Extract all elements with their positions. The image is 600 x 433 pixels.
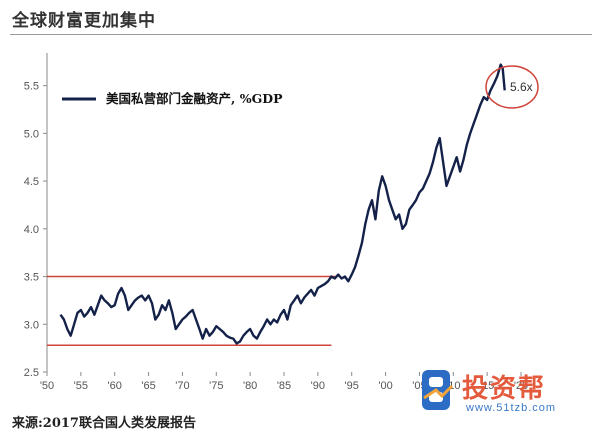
y-tick-label: 5.0 xyxy=(24,128,39,140)
annotation-layer: 5.6x xyxy=(485,65,539,109)
axis-layer: 2.5 3.0 3.5 4.0 4.5 5.0 5.5 '50 '55 '60 '65 '70 '75 '… xyxy=(24,53,528,392)
x-tick-label: '50 xyxy=(40,380,54,392)
legend-label: 美国私营部门金融资产, %GDP xyxy=(106,91,283,106)
x-tick-label: '00 xyxy=(378,380,392,392)
watermark-name: 投资帮 xyxy=(462,374,547,404)
y-tick-label: 3.0 xyxy=(24,319,39,331)
legend: 美国私营部门金融资产, %GDP xyxy=(62,91,283,106)
x-tick-label: '70 xyxy=(175,380,189,392)
x-tick-label: '90 xyxy=(311,380,325,392)
y-tick-label: 3.5 xyxy=(24,272,39,284)
source-note: 来源:2017联合国人类发展报告 xyxy=(12,416,196,431)
x-tick-label: '75 xyxy=(209,380,223,392)
watermark-url: www.51tzb.com xyxy=(466,402,557,414)
title-divider xyxy=(10,34,592,35)
y-tick-label: 4.0 xyxy=(24,224,39,236)
series-layer xyxy=(59,63,506,345)
y-tick-label: 4.5 xyxy=(24,176,39,188)
watermark: 投资帮 www.51tzb.com xyxy=(414,366,600,420)
highlight-circle xyxy=(485,65,539,109)
y-tick-label: 2.5 xyxy=(24,367,39,379)
x-tick-label: '80 xyxy=(243,380,257,392)
reference-lines-layer xyxy=(47,275,339,347)
watermark-logo-icon xyxy=(422,370,454,410)
x-tick-label: '15 xyxy=(480,380,494,392)
x-tick-label: '55 xyxy=(74,380,88,392)
y-tick-label: 5.5 xyxy=(24,81,39,93)
series-line-0 xyxy=(59,63,506,345)
annotation-label: 5.6x xyxy=(510,80,533,94)
x-tick-label: '85 xyxy=(277,380,291,392)
x-tick-label: '95 xyxy=(345,380,359,392)
x-tick-label: '65 xyxy=(141,380,155,392)
page-title: 全球财富更加集中 xyxy=(12,11,156,31)
x-tick-label: '20 xyxy=(514,380,528,392)
x-tick-label: '60 xyxy=(108,380,122,392)
